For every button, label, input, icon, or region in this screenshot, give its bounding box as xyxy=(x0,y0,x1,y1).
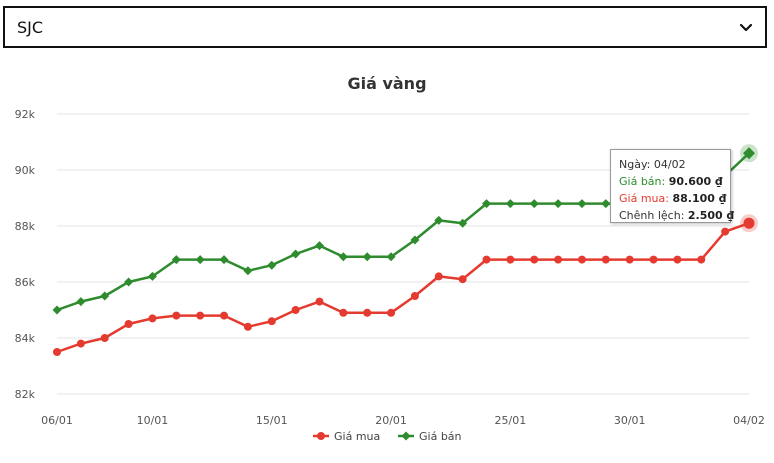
data-point-sell[interactable] xyxy=(458,218,468,228)
data-point-buy[interactable] xyxy=(601,255,610,264)
data-point-sell[interactable] xyxy=(291,249,301,259)
data-point-sell[interactable] xyxy=(338,252,348,262)
data-point-sell[interactable] xyxy=(529,199,539,209)
data-point-buy[interactable] xyxy=(243,322,252,331)
data-point-sell[interactable] xyxy=(577,199,587,209)
y-tick-label: 82k xyxy=(15,388,36,401)
x-tick-label: 06/01 xyxy=(41,414,73,427)
select-value: SJC xyxy=(17,17,44,37)
tooltip-sell-label: Giá bán: xyxy=(619,175,669,188)
data-point-buy[interactable] xyxy=(172,311,181,320)
data-point-sell[interactable] xyxy=(267,260,277,270)
chevron-down-icon xyxy=(739,23,753,32)
data-point-buy[interactable] xyxy=(315,297,324,306)
data-point-sell[interactable] xyxy=(195,255,205,265)
data-point-buy[interactable] xyxy=(124,320,133,328)
data-point-buy[interactable] xyxy=(554,255,563,264)
data-point-sell[interactable] xyxy=(52,305,62,315)
x-tick-label: 25/01 xyxy=(495,414,527,427)
data-point-buy[interactable] xyxy=(100,334,109,342)
data-point-buy[interactable] xyxy=(482,255,491,264)
chart-tooltip: Ngày: 04/02 Giá bán: 90.600 ₫ Giá mua: 8… xyxy=(610,149,734,224)
data-point-buy[interactable] xyxy=(434,272,443,281)
data-point-sell[interactable] xyxy=(100,291,110,301)
data-point-buy[interactable] xyxy=(291,306,300,314)
legend-label: Giá mua xyxy=(334,430,380,443)
y-tick-label: 88k xyxy=(15,220,36,233)
tooltip-sell: Giá bán: 90.600 ₫ xyxy=(619,173,730,190)
data-point-sell[interactable] xyxy=(410,235,420,245)
data-point-sell[interactable] xyxy=(434,215,444,225)
y-tick-label: 92k xyxy=(15,108,36,121)
data-point-buy[interactable] xyxy=(577,255,586,264)
data-point-buy[interactable] xyxy=(148,314,157,323)
data-point-buy[interactable] xyxy=(530,255,539,264)
gold-price-chart: Giá vàng 06/01 10/01 15/01 20/01 25/01 30/01 0… xyxy=(0,60,774,459)
data-point-buy[interactable] xyxy=(267,317,276,326)
data-point-sell[interactable] xyxy=(243,266,253,276)
x-tick-label: 04/02 xyxy=(733,414,765,427)
tooltip-sell-value: 90.600 ₫ xyxy=(668,175,723,188)
data-point-buy[interactable] xyxy=(743,217,755,229)
x-tick-label: 30/01 xyxy=(614,414,646,427)
data-point-sell[interactable] xyxy=(362,252,372,262)
data-point-sell[interactable] xyxy=(743,147,755,160)
data-point-sell[interactable] xyxy=(171,255,181,265)
data-point-buy[interactable] xyxy=(363,308,372,317)
legend-item[interactable]: Giá mua xyxy=(313,430,380,443)
series-line-buy xyxy=(56,222,750,354)
x-tick-label: 20/01 xyxy=(375,414,407,427)
y-tick-label: 84k xyxy=(15,332,36,345)
chart-title: Giá vàng xyxy=(347,74,426,93)
data-point-sell[interactable] xyxy=(314,241,324,251)
tooltip-buy-label: Giá mua: xyxy=(619,192,673,205)
tooltip-diff-value: 2.500 ₫ xyxy=(687,209,735,222)
tooltip-date: Ngày: 04/02 xyxy=(619,158,686,171)
chart-svg: Giá vàng 06/01 10/01 15/01 20/01 25/01 30/01 0… xyxy=(15,74,765,443)
tooltip-diff-label: Chênh lệch: xyxy=(619,209,688,222)
data-point-buy[interactable] xyxy=(458,275,467,284)
data-point-sell[interactable] xyxy=(482,199,492,209)
tooltip-diff: Chênh lệch: 2.500 ₫ xyxy=(619,207,734,224)
data-point-buy[interactable] xyxy=(625,255,634,264)
legend-item[interactable]: Giá bán xyxy=(398,430,462,443)
data-point-sell[interactable] xyxy=(147,271,157,281)
data-point-buy[interactable] xyxy=(506,255,515,264)
data-point-sell[interactable] xyxy=(76,297,86,307)
data-point-buy[interactable] xyxy=(220,311,229,320)
data-point-buy[interactable] xyxy=(673,255,682,264)
data-point-sell[interactable] xyxy=(124,277,134,287)
y-tick-label: 86k xyxy=(15,276,36,289)
gold-type-select[interactable]: SJC xyxy=(3,6,767,48)
tooltip-buy-value: 88.100 ₫ xyxy=(672,192,727,205)
data-point-buy[interactable] xyxy=(697,255,706,264)
x-tick-label: 10/01 xyxy=(137,414,169,427)
data-point-buy[interactable] xyxy=(53,348,61,356)
data-point-sell[interactable] xyxy=(553,199,563,209)
data-point-buy[interactable] xyxy=(339,308,348,317)
data-point-buy[interactable] xyxy=(76,339,85,348)
data-point-sell[interactable] xyxy=(219,255,229,265)
data-point-sell[interactable] xyxy=(505,199,515,209)
data-point-buy[interactable] xyxy=(649,255,658,264)
data-point-buy[interactable] xyxy=(410,292,419,300)
data-point-sell[interactable] xyxy=(601,199,611,209)
data-point-buy[interactable] xyxy=(387,308,396,317)
y-tick-label: 90k xyxy=(15,164,36,177)
legend-label: Giá bán xyxy=(419,430,462,443)
data-point-sell[interactable] xyxy=(386,252,396,262)
data-point-buy[interactable] xyxy=(721,227,730,236)
data-point-buy[interactable] xyxy=(196,311,205,320)
x-tick-label: 15/01 xyxy=(256,414,288,427)
tooltip-buy: Giá mua: 88.100 ₫ xyxy=(619,190,730,207)
